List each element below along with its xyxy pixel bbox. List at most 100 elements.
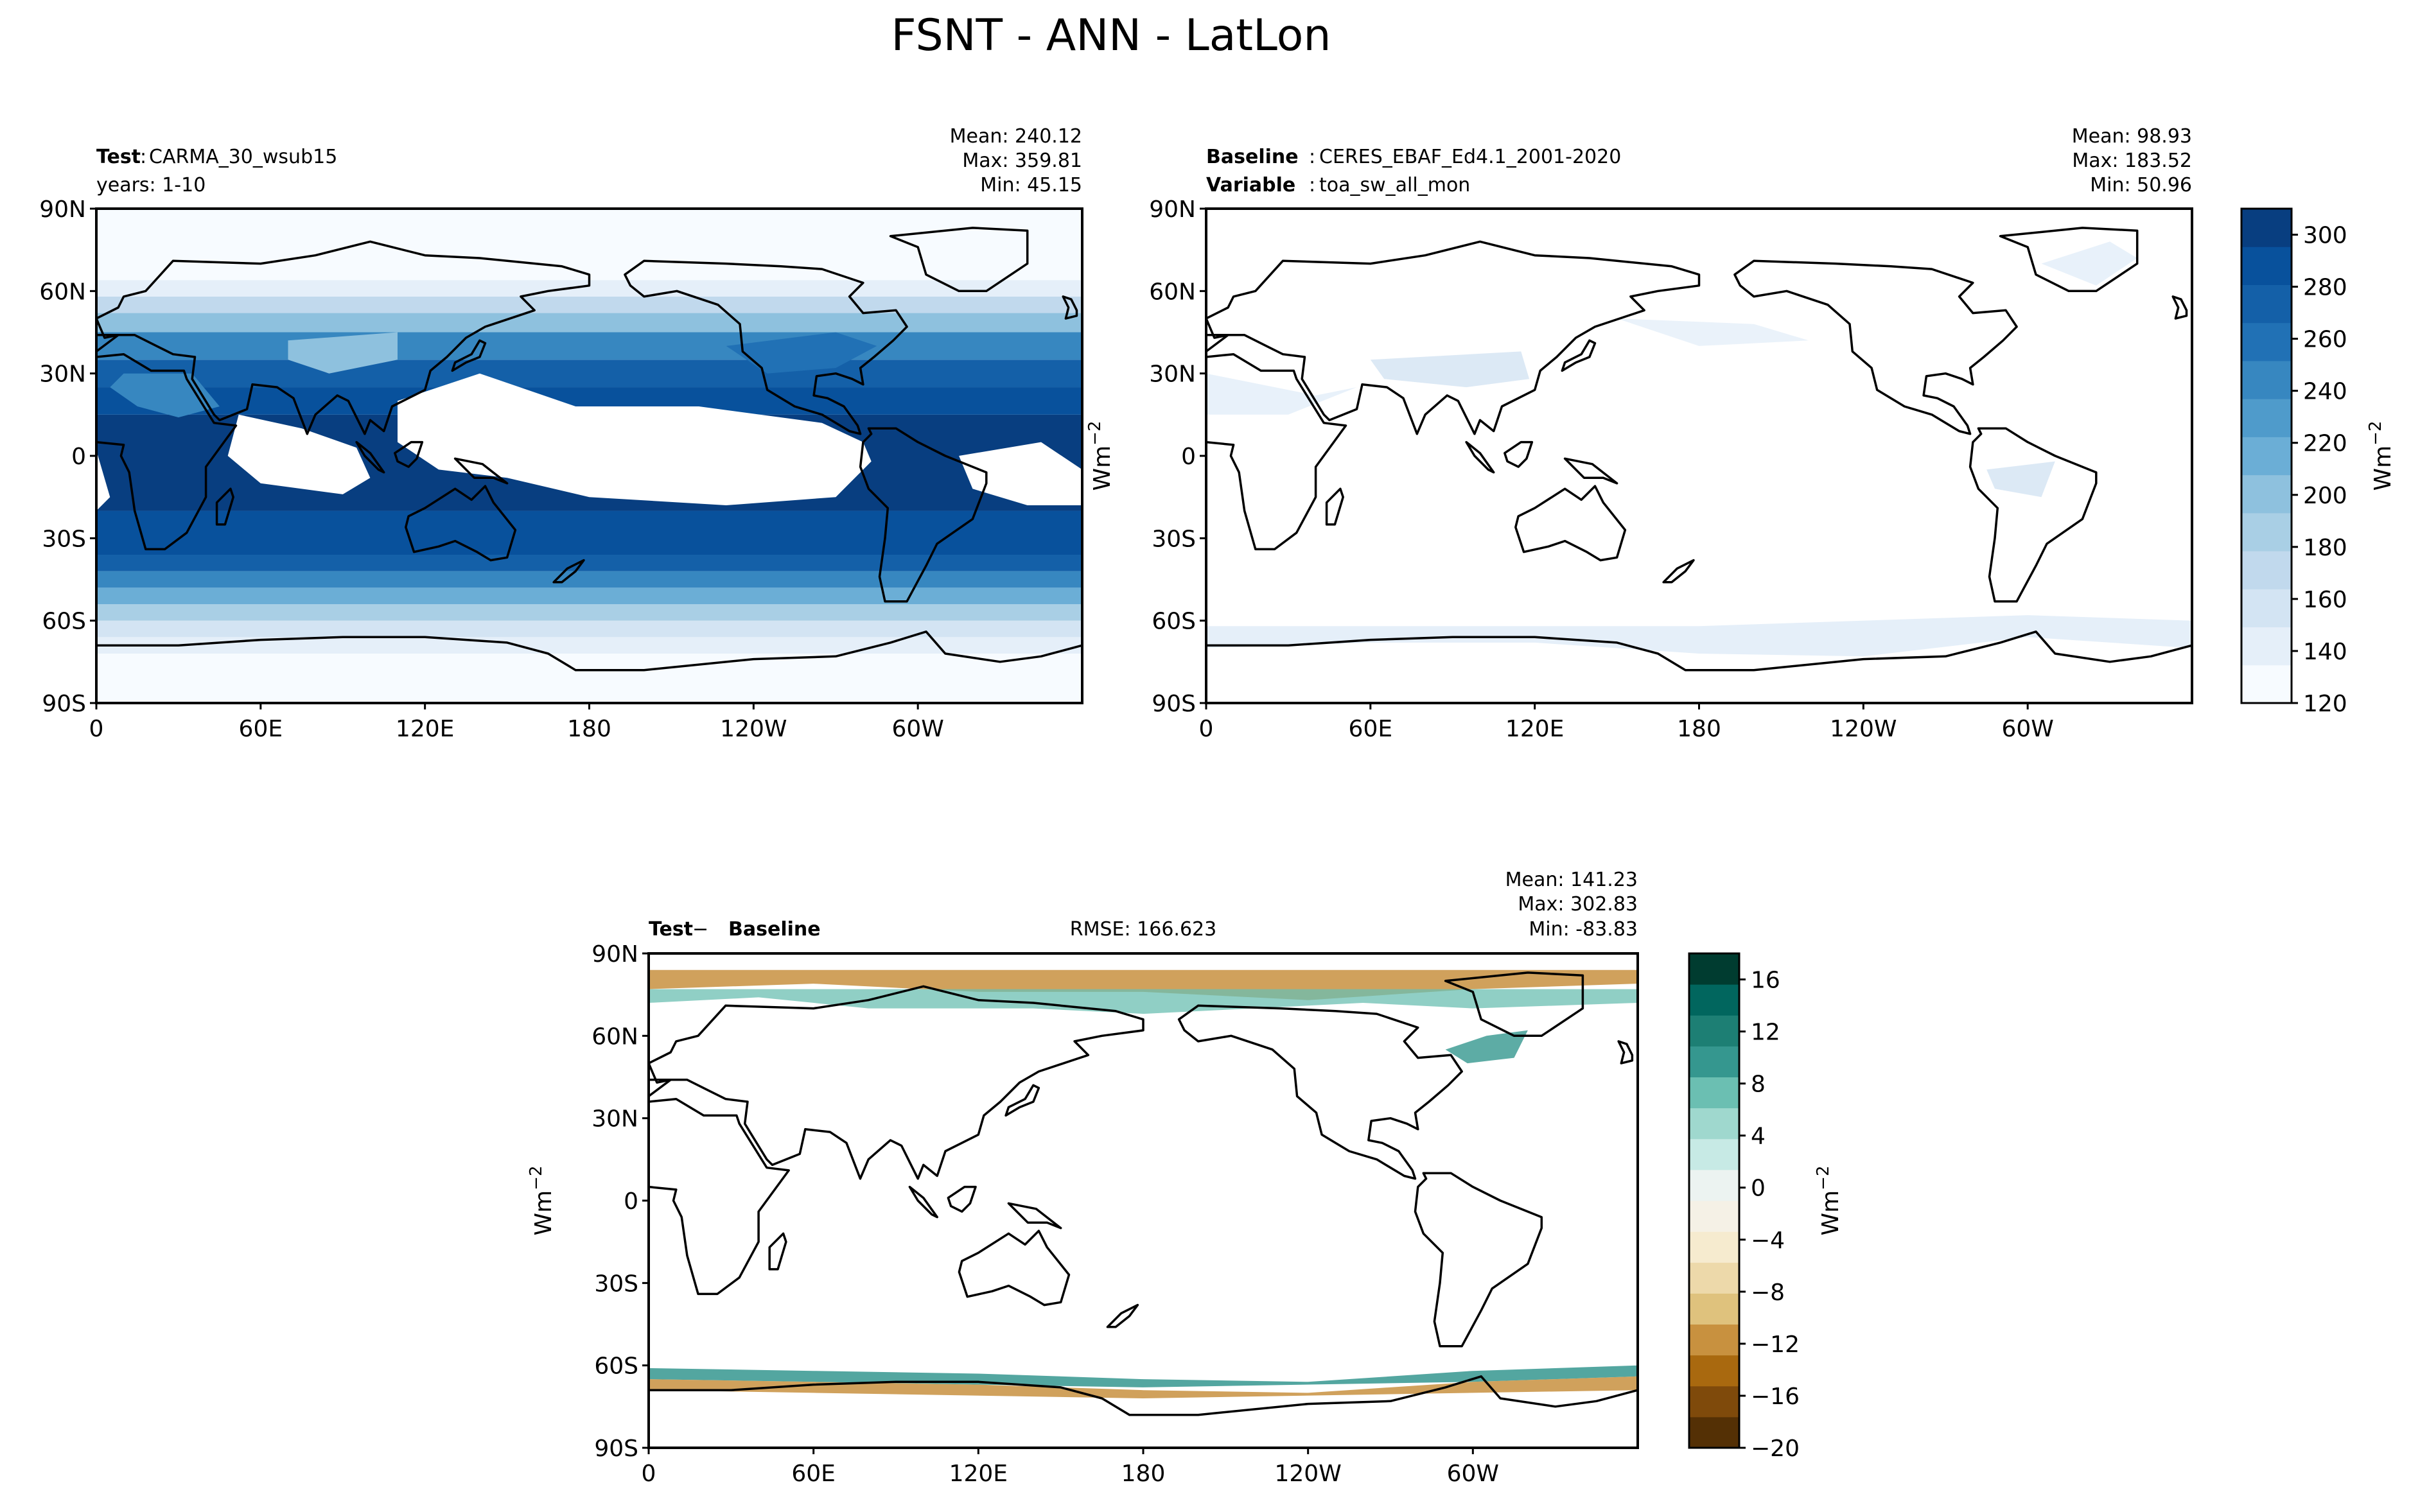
diff-stat-mean: Mean: 141.23 <box>1505 869 1638 891</box>
coastline-greenland <box>1444 971 1584 1038</box>
y-tick-label: 90S <box>594 1436 638 1462</box>
test-field-band <box>96 571 1082 588</box>
colorbar-top-swatch <box>2241 665 2292 704</box>
colorbar-bottom-tick-label: 8 <box>1751 1072 1766 1098</box>
colorbar-top-tick-label: 300 <box>2303 223 2347 249</box>
diff-rmse: RMSE: 166.623 <box>1070 918 1216 941</box>
baseline-axis-ticks: 0 60E 120E 180 120W 60W 90N 60N 30N 0 30S 60S 90S <box>1149 196 2054 742</box>
coastline-australia <box>1514 485 1627 562</box>
colorbar-bottom-frame <box>1688 952 1740 1449</box>
colorbar-top-swatch <box>2241 474 2292 514</box>
colorbar-top: 120 140 160 180 200 220 240 260 280 300 <box>2240 207 2347 717</box>
test-stat-min: Min: 45.15 <box>980 174 1082 196</box>
x-tick-label: 60E <box>791 1461 836 1487</box>
panel-baseline: Baseline : CERES_EBAF_Ed4.1_2001-2020 Va… <box>1149 125 2396 742</box>
test-field-band <box>96 296 1082 313</box>
colorbar-top-label-sup: −2 <box>2366 421 2385 446</box>
colorbar-top-swatch <box>2241 627 2292 666</box>
colorbar-top-swatch <box>2241 399 2292 437</box>
colorbar-top-swatch <box>2241 322 2292 361</box>
y-tick-label: 90S <box>42 691 86 717</box>
y-tick-label: 30S <box>594 1271 638 1297</box>
colorbar-top-tick-label: 140 <box>2303 639 2347 665</box>
test-field-band <box>96 360 1082 388</box>
test-label-bold: Test <box>96 146 141 168</box>
x-tick-label: 60E <box>1349 716 1393 742</box>
coastline-japan <box>451 339 487 372</box>
y-tick-label: 90N <box>39 196 86 223</box>
diff-field <box>649 953 1638 1448</box>
baseline-field <box>1206 209 2192 703</box>
coastline-australia <box>958 1230 1071 1307</box>
colorbar-bottom-tick-label: 12 <box>1751 1020 1780 1046</box>
coastline-borneo <box>947 1185 977 1213</box>
x-tick-label: 60W <box>1447 1461 1499 1487</box>
colorbar-bottom-swatch <box>1689 1077 1739 1109</box>
test-ylabel-sup: −2 <box>1085 421 1105 446</box>
test-field-band <box>96 555 1082 571</box>
diff-field-labrador <box>1445 1030 1528 1064</box>
diff-field-antarctic-brown <box>649 1376 1638 1398</box>
test-label-value: CARMA_30_wsub15 <box>149 146 337 168</box>
x-tick-label: 120W <box>720 716 787 742</box>
colorbar-bottom-swatch <box>1689 1386 1739 1418</box>
colorbar-top-tick-label: 220 <box>2303 431 2347 457</box>
coastline-south_america <box>1414 1172 1543 1348</box>
diff-field-bg <box>649 953 1638 1448</box>
coastline-borneo <box>1504 440 1534 468</box>
test-stat-mean: Mean: 240.12 <box>950 125 1082 148</box>
colorbar-bottom-label-base: Wm <box>1818 1190 1844 1236</box>
colorbar-top-swatch <box>2241 360 2292 399</box>
coastline-greenland <box>1999 227 2139 293</box>
coastline-uk <box>1617 1040 1634 1064</box>
test-field-band <box>96 332 1082 360</box>
baseline-label-colon: : <box>1309 146 1315 168</box>
test-ylabel-base: Wm <box>1089 446 1116 491</box>
baseline-field-npacific <box>1617 318 1809 346</box>
diff-stat-min: Min: -83.83 <box>1529 918 1638 941</box>
coastline-south_america <box>1968 427 2098 603</box>
y-tick-label: 60N <box>1149 279 1196 305</box>
test-field-band <box>96 604 1082 621</box>
x-tick-label: 60W <box>891 716 943 742</box>
coastline-new_guinea <box>453 457 509 485</box>
test-field-clear-indian <box>227 414 371 494</box>
diff-field-arctic-teal <box>649 989 1638 1014</box>
test-field-band <box>96 510 1082 555</box>
baseline-field-southern <box>1206 615 2192 657</box>
test-field-band <box>96 587 1082 604</box>
colorbar-bottom-swatch <box>1689 1416 1739 1448</box>
x-tick-label: 60E <box>239 716 283 742</box>
test-field-clear-gulf <box>96 450 110 511</box>
diff-ylabel-sup: −2 <box>527 1166 546 1190</box>
colorbar-top-label: Wm−2 <box>2366 421 2396 491</box>
coastline-sumatra <box>908 1185 938 1219</box>
colorbar-bottom-swatch <box>1689 1108 1739 1140</box>
test-stat-max: Max: 359.81 <box>962 150 1082 172</box>
coastline-europe_africa <box>96 334 238 551</box>
coastline-greenland <box>889 227 1029 293</box>
colorbar-bottom-swatch <box>1689 1015 1739 1047</box>
coastline-eurasia <box>1206 240 1701 435</box>
baseline-field-greenland <box>2041 241 2137 286</box>
x-tick-label: 180 <box>1121 1461 1166 1487</box>
baseline-field-asia <box>1370 351 1530 388</box>
y-tick-label: 90S <box>1152 691 1196 717</box>
diff-ylabel-base: Wm <box>530 1190 557 1236</box>
y-tick-label: 60S <box>594 1353 638 1380</box>
coastline-north_america <box>624 259 908 435</box>
coastline-uk <box>1062 295 1078 320</box>
colorbar-bottom-swatch <box>1689 1169 1739 1201</box>
colorbar-bottom-tick-label: −12 <box>1751 1332 1800 1358</box>
coastline-new_zealand <box>1106 1303 1139 1328</box>
colorbar-top-swatch <box>2241 551 2292 589</box>
coastline-north_america <box>1177 1004 1463 1180</box>
x-tick-label: 60W <box>2001 716 2053 742</box>
colorbar-top-swatch <box>2241 512 2292 552</box>
x-tick-label: 0 <box>89 716 104 742</box>
baseline-stat-mean: Mean: 98.93 <box>2072 125 2192 148</box>
y-tick-label: 30N <box>1149 361 1196 388</box>
colorbar-bottom-tick-label: −20 <box>1751 1436 1800 1462</box>
test-label-colon: : <box>140 146 146 168</box>
